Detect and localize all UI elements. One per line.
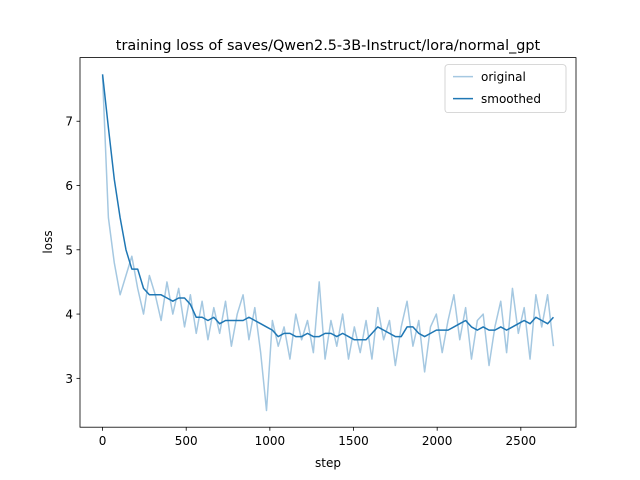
plot-frame: [79, 57, 577, 428]
y-tick-label: 5: [65, 243, 73, 257]
x-axis-label: step: [315, 456, 341, 470]
y-tick-label: 7: [65, 115, 73, 129]
x-tick-label: 1500: [338, 434, 369, 448]
y-tick-label: 6: [65, 179, 73, 193]
y-tick-label: 4: [65, 308, 73, 322]
y-axis-label: loss: [41, 230, 55, 253]
x-tick-label: 0: [99, 434, 107, 448]
chart-title: training loss of saves/Qwen2.5-3B-Instru…: [116, 38, 541, 54]
x-tick-label: 500: [175, 434, 198, 448]
legend-box: [444, 64, 567, 113]
legend-label: original: [481, 70, 526, 84]
series-line: [101, 74, 555, 341]
series-line: [101, 76, 555, 412]
legend-label: smoothed: [481, 92, 541, 106]
y-tick-label: 3: [65, 372, 73, 386]
x-tick-label: 2500: [506, 434, 537, 448]
x-tick-label: 1000: [255, 434, 286, 448]
x-tick-label: 2000: [422, 434, 453, 448]
legend: original smoothed: [444, 64, 567, 113]
